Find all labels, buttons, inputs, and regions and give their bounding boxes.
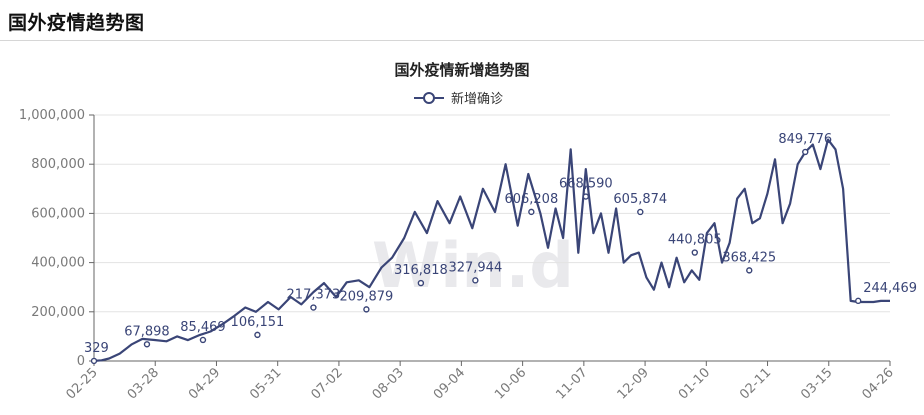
x-tick-label: 11-07 bbox=[553, 365, 590, 402]
data-point bbox=[417, 279, 425, 287]
x-tick-label: 01-10 bbox=[676, 365, 713, 402]
legend-marker-icon bbox=[423, 92, 435, 104]
chart-title: 国外疫情新增趋势图 bbox=[394, 61, 529, 79]
data-point bbox=[746, 267, 753, 274]
data-label: 244,469 bbox=[863, 281, 917, 296]
data-label: 606,208 bbox=[504, 192, 558, 207]
x-tick-label: 02-11 bbox=[737, 365, 774, 402]
y-tick-label: 200,000 bbox=[31, 305, 85, 320]
data-point bbox=[254, 331, 261, 339]
data-label: 316,818 bbox=[394, 263, 448, 278]
page-header: 国外疫情趋势图 bbox=[0, 0, 924, 41]
legend-label: 新增确诊 bbox=[451, 91, 503, 107]
data-point bbox=[472, 277, 479, 284]
data-label: 106,151 bbox=[231, 315, 285, 330]
data-point bbox=[528, 208, 535, 216]
data-label: 67,898 bbox=[124, 324, 170, 339]
grid-lines bbox=[94, 114, 890, 313]
y-tick-label: 400,000 bbox=[31, 256, 85, 271]
data-label: 849,776 bbox=[778, 132, 832, 147]
data-label: 85,469 bbox=[180, 320, 226, 335]
x-tick-label: 04-29 bbox=[186, 365, 223, 402]
x-tick-label: 02-25 bbox=[64, 365, 101, 402]
data-point bbox=[691, 249, 698, 256]
y-axis: 0 200,000 400,000 600,000 800,000 1,000,000 bbox=[19, 108, 95, 369]
data-point bbox=[90, 357, 98, 365]
x-tick-label: 07-02 bbox=[308, 365, 345, 402]
data-point bbox=[637, 208, 644, 216]
data-label: 329 bbox=[84, 341, 109, 356]
data-label: 605,874 bbox=[613, 192, 667, 207]
page-title: 国外疫情趋势图 bbox=[8, 12, 145, 34]
y-tick-label: 1,000,000 bbox=[19, 108, 85, 123]
x-tick-label: 12-09 bbox=[615, 365, 652, 402]
x-tick-label: 08-03 bbox=[370, 365, 407, 402]
data-point bbox=[310, 304, 317, 311]
x-tick-label: 09-04 bbox=[431, 365, 468, 402]
y-tick-label: 800,000 bbox=[31, 157, 85, 172]
series-line bbox=[93, 138, 890, 362]
data-point bbox=[143, 341, 151, 348]
data-point bbox=[582, 193, 590, 200]
x-tick-label: 05-31 bbox=[247, 365, 284, 402]
x-tick-label: 03-28 bbox=[125, 365, 162, 402]
series-path bbox=[93, 138, 890, 362]
x-tick-label: 04-26 bbox=[860, 365, 897, 402]
legend[interactable]: 新增确诊 bbox=[414, 91, 503, 107]
y-tick-label: 0 bbox=[77, 354, 85, 369]
data-label: 327,944 bbox=[448, 260, 502, 275]
data-label: 209,879 bbox=[340, 289, 394, 304]
data-point bbox=[855, 297, 862, 305]
x-tick-label: 10-06 bbox=[492, 365, 529, 402]
watermark: Win.d bbox=[372, 229, 574, 302]
x-tick-label: 03-15 bbox=[798, 365, 835, 402]
data-point bbox=[199, 336, 207, 344]
x-axis: 02-25 03-28 04-29 05-31 07-02 08-03 09-04 10-06… bbox=[64, 360, 897, 403]
y-tick-label: 600,000 bbox=[31, 206, 85, 221]
data-label: 440,805 bbox=[668, 233, 722, 248]
data-point bbox=[363, 306, 370, 313]
data-label: 217,373 bbox=[287, 288, 341, 303]
data-label: 368,425 bbox=[722, 250, 776, 265]
data-point bbox=[802, 148, 809, 156]
data-label: 668,590 bbox=[559, 177, 613, 192]
